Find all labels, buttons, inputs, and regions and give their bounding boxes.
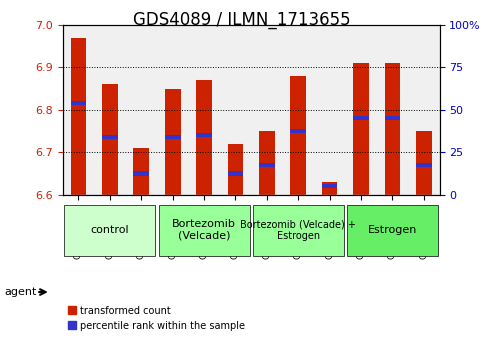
Bar bbox=[227, 171, 243, 176]
Bar bbox=[102, 84, 118, 195]
FancyBboxPatch shape bbox=[253, 205, 344, 256]
Text: control: control bbox=[91, 225, 129, 235]
Text: Bortezomib (Velcade) +
Estrogen: Bortezomib (Velcade) + Estrogen bbox=[241, 219, 356, 241]
Bar bbox=[133, 148, 149, 195]
Bar bbox=[384, 116, 400, 120]
Bar bbox=[165, 135, 181, 139]
Bar bbox=[322, 184, 338, 188]
Bar bbox=[133, 171, 149, 176]
Bar bbox=[227, 144, 243, 195]
Bar bbox=[165, 88, 181, 195]
Bar bbox=[259, 163, 275, 167]
Text: agent: agent bbox=[5, 287, 37, 297]
Bar bbox=[71, 38, 86, 195]
Bar bbox=[384, 63, 400, 195]
FancyBboxPatch shape bbox=[158, 205, 250, 256]
Bar bbox=[196, 133, 212, 137]
Text: Bortezomib
(Velcade): Bortezomib (Velcade) bbox=[172, 219, 236, 241]
FancyBboxPatch shape bbox=[347, 205, 438, 256]
Bar bbox=[196, 80, 212, 195]
Bar bbox=[71, 101, 86, 105]
FancyBboxPatch shape bbox=[64, 205, 156, 256]
Bar bbox=[353, 116, 369, 120]
Bar bbox=[353, 63, 369, 195]
Bar bbox=[259, 131, 275, 195]
Bar bbox=[290, 129, 306, 133]
Bar bbox=[416, 163, 432, 167]
Bar bbox=[102, 135, 118, 139]
Text: GDS4089 / ILMN_1713655: GDS4089 / ILMN_1713655 bbox=[133, 11, 350, 29]
Bar bbox=[290, 76, 306, 195]
Bar bbox=[416, 131, 432, 195]
Text: Estrogen: Estrogen bbox=[368, 225, 417, 235]
Legend: transformed count, percentile rank within the sample: transformed count, percentile rank withi… bbox=[68, 306, 245, 331]
Bar bbox=[322, 182, 338, 195]
